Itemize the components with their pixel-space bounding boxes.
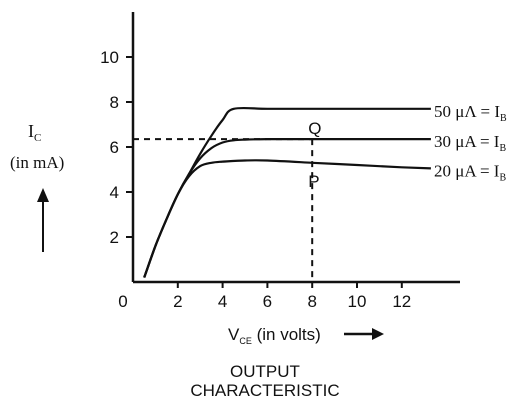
axes bbox=[131, 12, 460, 284]
x-tick-label: 2 bbox=[173, 292, 182, 311]
x-axis-label: VCE (in volts) bbox=[228, 325, 321, 346]
y-tick-label: 4 bbox=[110, 183, 119, 202]
y-tick-label: 6 bbox=[110, 138, 119, 157]
x-tick-label: 8 bbox=[307, 292, 316, 311]
y-tick-label: 8 bbox=[110, 93, 119, 112]
y-tick-label: 10 bbox=[100, 48, 119, 67]
curve-series-1 bbox=[143, 106, 431, 278]
curves bbox=[143, 106, 431, 278]
x-tick-label: 0 bbox=[118, 292, 127, 311]
ticks: 0 2 4 6 8 10 12 2 4 6 8 10 bbox=[100, 48, 411, 311]
annotation-q: Q bbox=[308, 119, 321, 138]
x-tick-label: 6 bbox=[263, 292, 272, 311]
chart-title-line-2: CHARACTERISTIC bbox=[190, 381, 340, 400]
curve-series-2 bbox=[143, 138, 431, 278]
curve-series-3 bbox=[143, 159, 431, 278]
right-arrow-icon bbox=[344, 328, 384, 340]
series-label: 30 μA = IB bbox=[434, 132, 506, 154]
x-tick-label: 12 bbox=[392, 292, 411, 311]
chart-title-line-1: OUTPUT bbox=[230, 362, 300, 381]
y-axis-unit: (in mA) bbox=[10, 153, 64, 172]
up-arrow-icon bbox=[37, 188, 49, 252]
series-label: 20 μA = IB bbox=[434, 161, 506, 183]
y-tick-label: 2 bbox=[110, 228, 119, 247]
x-tick-label: 4 bbox=[218, 292, 227, 311]
series-label: 50 μΛ = IB bbox=[434, 102, 507, 124]
y-axis-label: IC bbox=[28, 121, 41, 144]
labels: 50 μΛ = IB 30 μA = IB 20 μA = IB Q P bbox=[308, 102, 507, 191]
annotation-p: P bbox=[308, 172, 319, 191]
x-tick-label: 10 bbox=[348, 292, 367, 311]
